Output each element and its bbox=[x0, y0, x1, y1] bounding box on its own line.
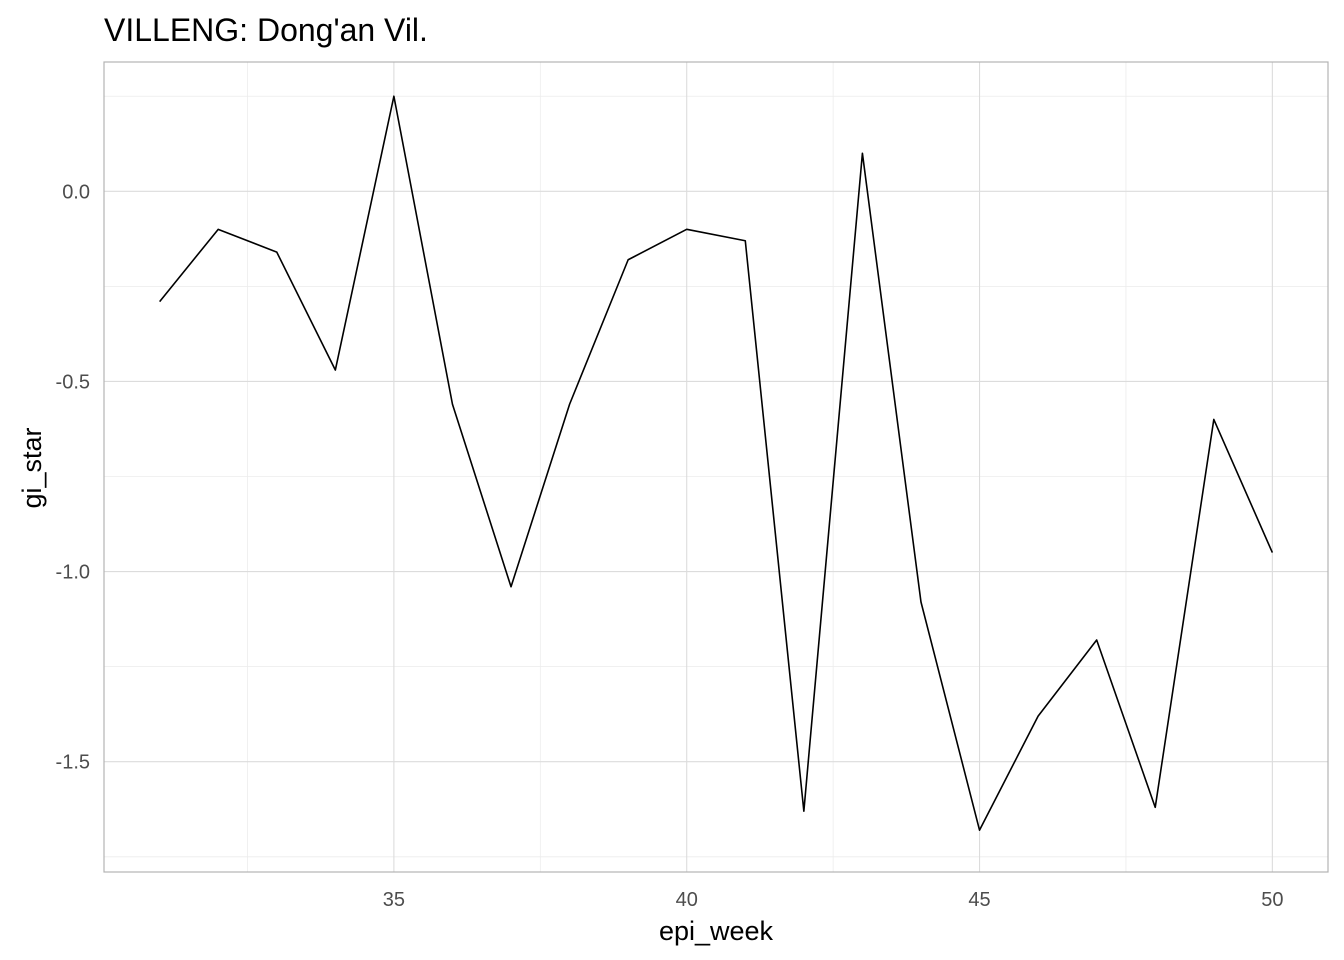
chart-title: VILLENG: Dong'an Vil. bbox=[104, 12, 428, 48]
y-tick-label: -0.5 bbox=[56, 371, 90, 393]
major-gridlines bbox=[104, 62, 1328, 872]
y-axis-title: gi_star bbox=[17, 427, 47, 508]
x-tick-label: 35 bbox=[383, 889, 405, 911]
y-tick-label: -1.0 bbox=[56, 562, 90, 584]
x-tick-labels: 35 40 45 50 bbox=[383, 889, 1284, 911]
x-tick-label: 45 bbox=[968, 889, 990, 911]
y-tick-label: -1.5 bbox=[56, 752, 90, 774]
series-line bbox=[159, 95, 1274, 831]
minor-gridlines bbox=[104, 62, 1328, 872]
x-axis-title: epi_week bbox=[659, 916, 774, 946]
x-tick-label: 50 bbox=[1261, 889, 1283, 911]
series-group bbox=[159, 95, 1274, 831]
x-tick-label: 40 bbox=[676, 889, 698, 911]
y-tick-label: 0.0 bbox=[62, 181, 90, 203]
panel-border bbox=[103, 61, 1329, 873]
y-tick-labels: 0.0 -0.5 -1.0 -1.5 bbox=[56, 181, 90, 773]
